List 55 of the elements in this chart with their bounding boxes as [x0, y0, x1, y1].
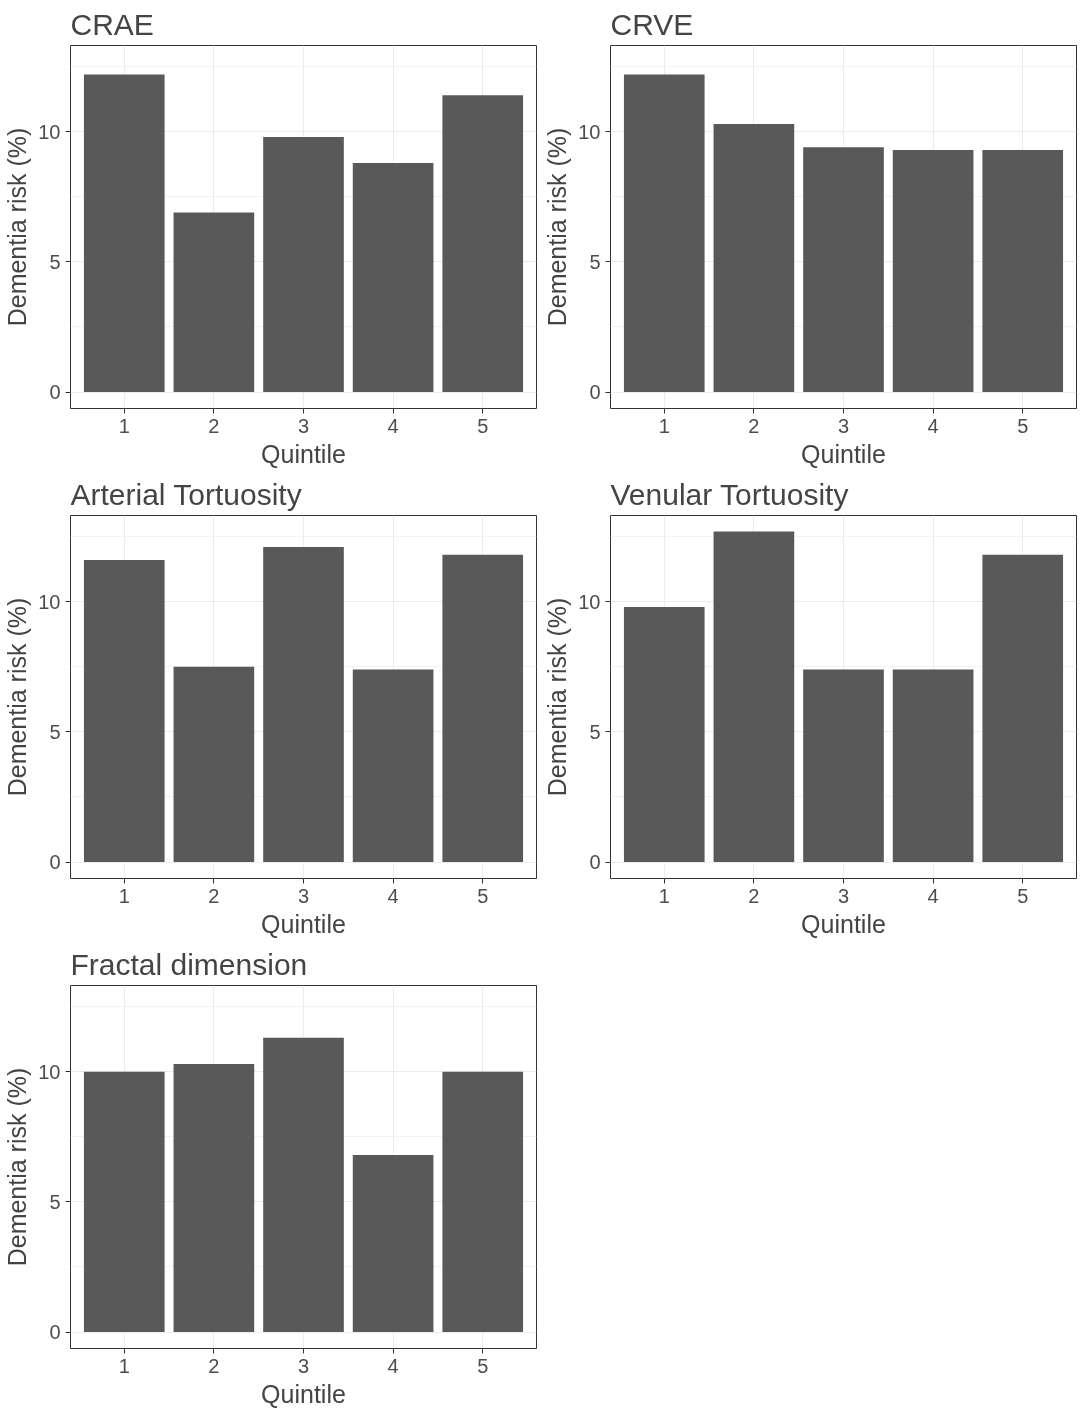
x-axis-title: Quintile — [801, 439, 886, 468]
x-tick-label: 2 — [208, 414, 220, 437]
y-tick-label: 5 — [49, 720, 61, 743]
y-tick-label: 0 — [589, 381, 601, 404]
y-tick-label: 0 — [49, 381, 61, 404]
x-tick-label: 2 — [748, 884, 760, 907]
y-axis-title: Dementia risk (%) — [3, 597, 32, 797]
y-tick-label: 10 — [38, 590, 61, 613]
x-tick-label: 3 — [837, 884, 850, 907]
y-tick-label: 10 — [38, 1060, 61, 1083]
x-tick-label: 1 — [118, 414, 130, 437]
chart-title: Venular Tortuosity — [610, 477, 849, 511]
x-tick-label: 4 — [387, 414, 399, 437]
x-axis-title: Quintile — [261, 909, 346, 938]
y-tick-label: 0 — [49, 851, 61, 874]
chart-title: Arterial Tortuosity — [70, 477, 302, 511]
x-axis-title: Quintile — [261, 439, 346, 468]
x-tick-label: 4 — [927, 884, 939, 907]
x-tick-label: 1 — [658, 884, 670, 907]
y-axis-title: Dementia risk (%) — [543, 597, 572, 797]
x-tick-label: 2 — [208, 884, 220, 907]
chart-title: CRAE — [70, 7, 154, 41]
x-tick-label: 5 — [1017, 884, 1029, 907]
y-tick-label: 5 — [589, 720, 601, 743]
x-tick-label: 2 — [748, 414, 760, 437]
chart-title: Fractal dimension — [70, 947, 308, 981]
y-axis-title: Dementia risk (%) — [3, 127, 32, 327]
x-tick-label: 4 — [387, 884, 399, 907]
y-tick-label: 5 — [49, 250, 61, 273]
y-tick-label: 0 — [589, 851, 601, 874]
chart-title: CRVE — [610, 7, 694, 41]
x-tick-label: 3 — [837, 414, 850, 437]
x-tick-label: 1 — [118, 884, 130, 907]
y-tick-label: 10 — [578, 590, 601, 613]
x-tick-label: 3 — [297, 414, 310, 437]
x-tick-label: 3 — [297, 1354, 310, 1377]
x-tick-label: 1 — [658, 414, 670, 437]
x-tick-label: 2 — [208, 1354, 220, 1377]
y-tick-label: 5 — [49, 1190, 61, 1213]
x-axis-title: Quintile — [801, 909, 886, 938]
x-tick-label: 1 — [118, 1354, 130, 1377]
y-tick-label: 0 — [49, 1321, 61, 1344]
y-tick-label: 5 — [589, 250, 601, 273]
x-tick-label: 5 — [477, 1354, 489, 1377]
x-tick-label: 4 — [387, 1354, 399, 1377]
x-tick-label: 3 — [297, 884, 310, 907]
y-axis-title: Dementia risk (%) — [543, 127, 572, 327]
y-tick-label: 10 — [578, 120, 601, 143]
x-tick-label: 5 — [477, 414, 489, 437]
y-axis-title: Dementia risk (%) — [3, 1067, 32, 1267]
x-tick-label: 5 — [477, 884, 489, 907]
x-tick-label: 5 — [1017, 414, 1029, 437]
x-axis-title: Quintile — [261, 1379, 346, 1408]
y-tick-label: 10 — [38, 120, 61, 143]
x-tick-label: 4 — [927, 414, 939, 437]
